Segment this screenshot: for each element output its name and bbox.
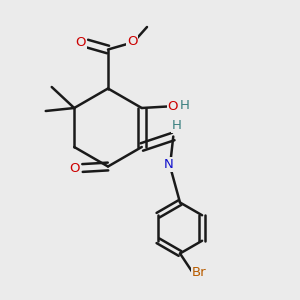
Text: N: N [164, 158, 174, 171]
Text: H: H [171, 119, 181, 133]
Text: O: O [70, 161, 80, 175]
Text: O: O [127, 34, 137, 48]
Text: O: O [167, 100, 178, 113]
Text: H: H [180, 99, 190, 112]
Text: Br: Br [192, 266, 207, 280]
Text: O: O [75, 35, 86, 49]
